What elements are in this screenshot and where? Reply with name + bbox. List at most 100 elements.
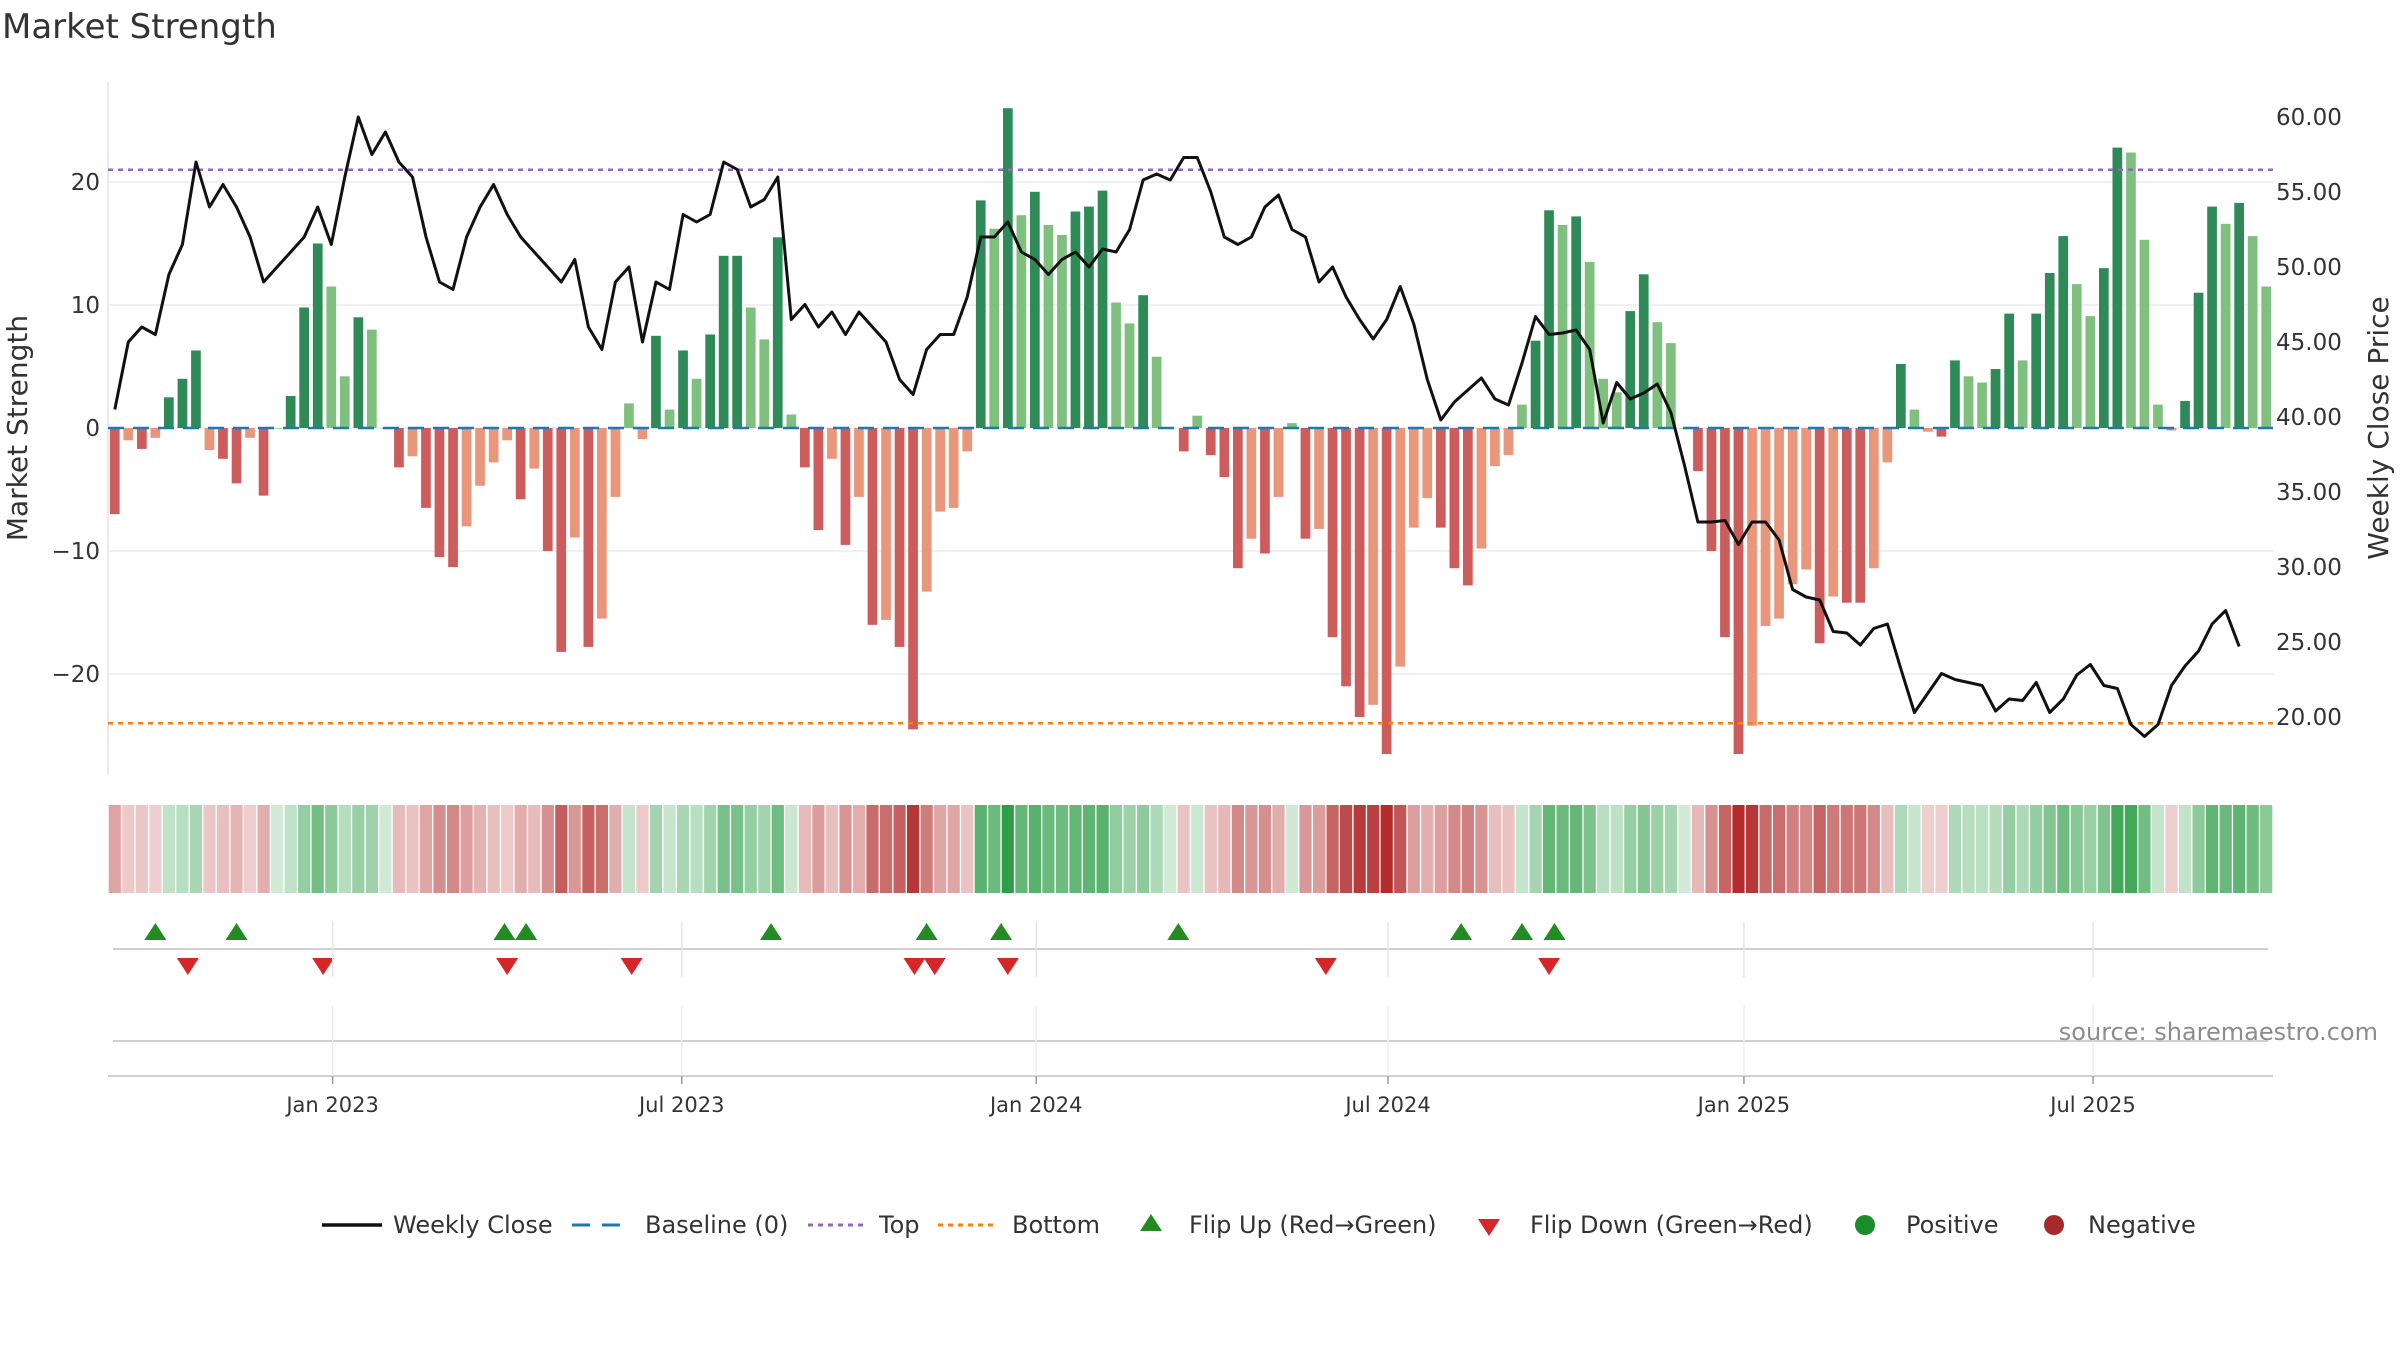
flip-up-marker bbox=[915, 923, 938, 940]
heat-cell bbox=[893, 805, 906, 893]
right-tick-label: 60.00 bbox=[2276, 105, 2342, 131]
heat-cell bbox=[555, 805, 568, 893]
legend-item: Weekly Close bbox=[322, 1211, 553, 1239]
strength-bar bbox=[624, 403, 634, 428]
heat-cell bbox=[2233, 805, 2246, 893]
strength-bar bbox=[461, 428, 472, 527]
heat-cell bbox=[1137, 805, 1150, 893]
heat-cell bbox=[2084, 805, 2097, 893]
heat-cell bbox=[460, 805, 473, 893]
strength-bar bbox=[854, 428, 864, 497]
heat-cell bbox=[1705, 805, 1718, 893]
heat-cell bbox=[1786, 805, 1799, 893]
strength-bar bbox=[989, 228, 1000, 428]
strength-bar bbox=[1016, 215, 1027, 428]
strength-bar bbox=[786, 414, 797, 428]
heat-cell bbox=[866, 805, 879, 893]
strength-bar bbox=[2261, 286, 2272, 428]
heat-cell bbox=[636, 805, 649, 893]
heat-cell bbox=[1340, 805, 1353, 893]
strength-bar bbox=[2139, 239, 2150, 428]
heat-cell bbox=[880, 805, 893, 893]
strength-bar bbox=[2207, 206, 2217, 428]
strength-bar bbox=[921, 428, 932, 592]
legend-label: Weekly Close bbox=[393, 1211, 553, 1239]
right-tick-label: 40.00 bbox=[2276, 405, 2342, 431]
heat-cell bbox=[514, 805, 527, 893]
strength-bar bbox=[1517, 404, 1527, 428]
strength-bar bbox=[1760, 428, 1771, 626]
heat-cell bbox=[1177, 805, 1190, 893]
strength-bar bbox=[1327, 428, 1338, 638]
heat-cell bbox=[1434, 805, 1447, 893]
heat-cell bbox=[1515, 805, 1529, 893]
strength-bar bbox=[1287, 423, 1297, 428]
strength-bar bbox=[2126, 152, 2136, 428]
heat-cell bbox=[974, 805, 987, 893]
legend-item: Flip Up (Red→Green) bbox=[1140, 1211, 1437, 1239]
flip-down-marker bbox=[312, 958, 335, 975]
heat-cell bbox=[2151, 805, 2165, 893]
heat-cell bbox=[1962, 805, 1975, 893]
left-tick-label: −10 bbox=[51, 539, 100, 565]
heat-cell bbox=[2070, 805, 2083, 893]
strength-bar bbox=[1787, 428, 1798, 585]
strength-bar bbox=[705, 334, 715, 428]
heat-cell bbox=[257, 805, 270, 893]
strength-bar bbox=[1178, 428, 1189, 452]
strength-bar bbox=[299, 307, 309, 428]
heat-cell bbox=[2138, 805, 2151, 893]
strength-bar bbox=[1503, 428, 1514, 456]
strength-bar bbox=[339, 376, 350, 428]
legend-item: Bottom bbox=[938, 1211, 1100, 1239]
strength-bar bbox=[258, 428, 269, 496]
strength-bar bbox=[109, 428, 120, 515]
heat-cell bbox=[934, 805, 947, 893]
left-axis-label: Market Strength bbox=[1, 315, 34, 541]
heat-cell bbox=[1258, 805, 1271, 893]
heat-cell bbox=[325, 805, 338, 893]
heat-cell bbox=[744, 805, 757, 893]
heat-cell bbox=[365, 805, 378, 893]
heat-cell bbox=[1448, 805, 1461, 893]
strength-bar bbox=[2193, 292, 2204, 428]
strength-bar bbox=[407, 428, 418, 457]
left-axis-ticks: 20 10 0 −10 −20 bbox=[51, 170, 100, 688]
heat-cell bbox=[2179, 805, 2192, 893]
strength-bar bbox=[664, 409, 675, 428]
strength-bar bbox=[2071, 284, 2082, 428]
strength-bar bbox=[1801, 428, 1811, 570]
reference-lines bbox=[108, 168, 2273, 725]
legend-swatch-positive bbox=[1855, 1215, 1875, 1235]
strength-bar bbox=[1354, 428, 1365, 717]
heat-cell bbox=[1746, 805, 1759, 893]
heat-cell bbox=[1069, 805, 1082, 893]
strength-bar bbox=[1260, 428, 1270, 554]
strength-heat-strip bbox=[108, 805, 2273, 893]
flip-up-marker bbox=[1167, 923, 1190, 940]
heat-cell bbox=[825, 805, 838, 893]
strength-bar bbox=[1774, 428, 1784, 619]
strength-bar bbox=[678, 350, 688, 428]
strength-bar bbox=[1124, 323, 1135, 428]
heat-cell bbox=[203, 805, 216, 893]
strength-bar bbox=[1151, 356, 1162, 428]
heat-cell bbox=[1042, 805, 1055, 893]
strength-bar bbox=[2247, 236, 2258, 428]
legend-swatch-negative bbox=[2044, 1215, 2064, 1235]
heat-cell bbox=[1678, 805, 1691, 893]
heat-cell bbox=[447, 805, 460, 893]
strength-bar bbox=[353, 317, 364, 428]
flip-down-marker bbox=[620, 958, 643, 975]
x-tick-label: Jan 2024 bbox=[988, 1093, 1083, 1117]
heat-cell bbox=[1989, 805, 2002, 893]
heat-cell bbox=[1976, 805, 1989, 893]
strength-bar bbox=[2112, 147, 2123, 428]
heat-cell bbox=[284, 805, 297, 893]
strength-bar bbox=[718, 255, 729, 428]
heat-cell bbox=[731, 805, 744, 893]
right-axis-ticks: 60.00 55.00 50.00 45.00 40.00 35.00 30.00 25.00… bbox=[2276, 105, 2342, 731]
strength-bar bbox=[1273, 428, 1284, 497]
heat-cell bbox=[1935, 805, 1948, 893]
heat-cell bbox=[717, 805, 730, 893]
